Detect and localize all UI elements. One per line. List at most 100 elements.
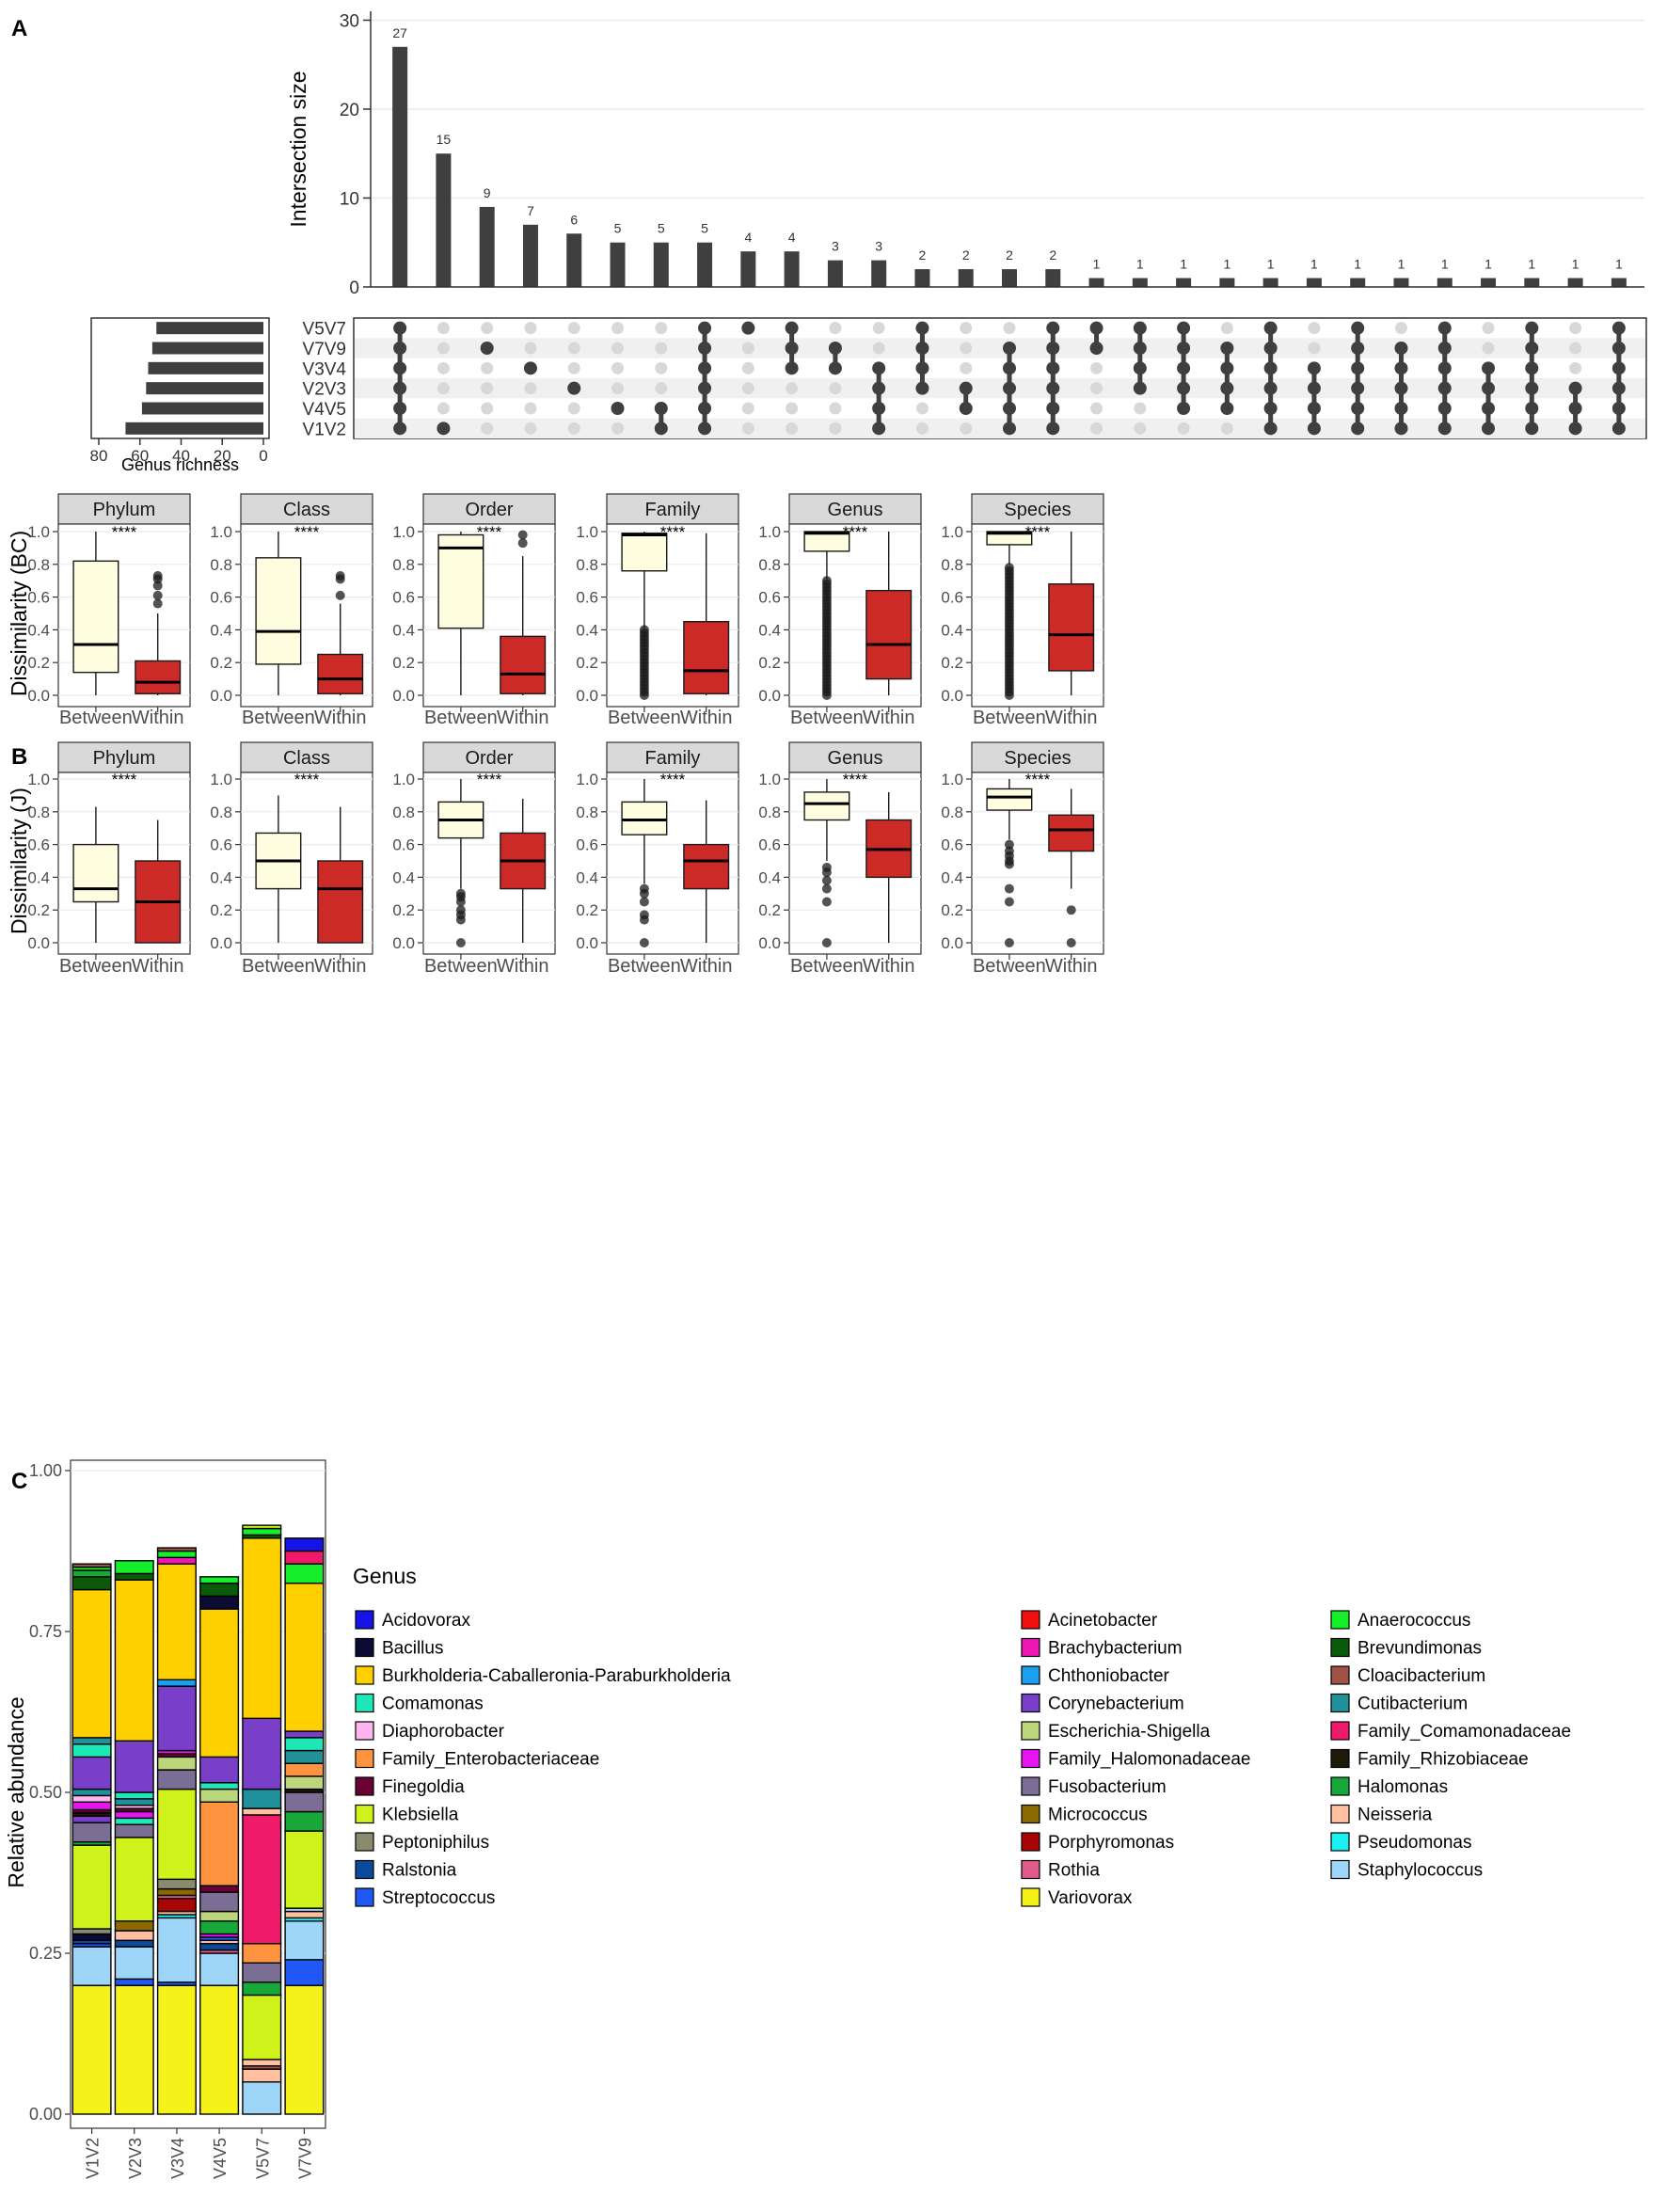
legend-label: Klebsiella: [382, 1806, 459, 1825]
matrix-dot-filled: [1482, 402, 1496, 415]
set-size-bar: [148, 361, 263, 374]
set-name-label: V7V9: [303, 340, 346, 359]
tick-label-y: 1.0: [392, 771, 415, 788]
tick-label-y: 0.2: [392, 901, 415, 919]
matrix-dot-empty: [960, 342, 973, 355]
tick-label-y: 0.4: [758, 621, 781, 639]
outlier-point: [152, 598, 163, 609]
bar-value-label: 1: [1267, 257, 1275, 272]
set-size-frame: [90, 317, 270, 439]
outlier-point: [1004, 563, 1014, 573]
facet-title: Phylum: [93, 748, 156, 769]
intersection-bar: [1045, 269, 1061, 287]
bar-segment: [199, 1608, 240, 1758]
matrix-dot-filled: [1482, 361, 1496, 375]
matrix-dot-filled: [1046, 321, 1060, 335]
bar-segment: [71, 1737, 112, 1745]
facet-title: Species: [1004, 748, 1071, 769]
matrix-dot-filled: [1611, 321, 1626, 335]
matrix-dot-filled: [828, 342, 842, 355]
facet-strip: [971, 493, 1104, 525]
bar-segment: [284, 1959, 325, 1986]
matrix-dot-filled: [828, 361, 842, 375]
box: [1048, 814, 1095, 852]
tick-label-y: 0.8: [576, 804, 598, 821]
tick-label-y: 0.2: [392, 654, 415, 672]
tick-label-x: Between: [608, 956, 681, 977]
legend-swatch: [355, 1665, 374, 1685]
tick-label-y: 0.4: [941, 621, 963, 639]
tick-label-y: 0.4: [576, 868, 598, 886]
legend-label: Staphylococcus: [1357, 1861, 1483, 1881]
matrix-dot-empty: [1090, 422, 1103, 435]
facet-strip: [57, 493, 191, 525]
legend-label: Corynebacterium: [1048, 1695, 1184, 1714]
matrix-dot-filled: [698, 342, 712, 355]
matrix-dot-empty: [611, 322, 625, 335]
matrix-dot-empty: [437, 322, 450, 335]
matrix-dot-empty: [1003, 322, 1016, 335]
legend-label: Cutibacterium: [1357, 1695, 1468, 1714]
matrix-dot-filled: [1568, 381, 1582, 395]
intersection-bar: [1350, 278, 1366, 287]
matrix-dot-filled: [1133, 361, 1147, 375]
tick-label-y: 0.2: [576, 901, 598, 919]
intersection-bar: [784, 251, 800, 287]
dissimilarity-boxplots: Dissimilarity (BC) Dissimilarity (J) Phylu…: [7, 493, 1104, 977]
bar-segment: [199, 1595, 240, 1610]
bar-value-label: 1: [1093, 257, 1101, 272]
tick-label-y: 0.6: [576, 836, 598, 854]
set-size-bar: [146, 382, 263, 395]
matrix-dot-filled: [1611, 342, 1626, 355]
matrix-dot-empty: [1308, 322, 1321, 335]
facet-strip: [240, 741, 373, 773]
matrix-dot-filled: [1351, 402, 1365, 415]
bar-value-label: 9: [484, 185, 491, 200]
matrix-dot-filled: [1351, 422, 1365, 436]
tick-label-x: Within: [314, 956, 367, 977]
matrix-dot-filled: [698, 381, 712, 395]
tick-label-x: Within: [497, 708, 549, 728]
matrix-dot-filled: [915, 342, 929, 355]
bar-segment: [284, 1762, 325, 1777]
tick-label-x: V1V2: [84, 2138, 103, 2179]
tick-label-x: Between: [242, 956, 315, 977]
intersection-bar: [1219, 278, 1235, 287]
legend-label: Chthoniobacter: [1048, 1666, 1170, 1686]
y-axis-title: Intersection size: [286, 71, 310, 227]
matrix-dot-filled: [1177, 321, 1191, 335]
outlier-point: [335, 570, 345, 581]
matrix-dot-filled: [1263, 422, 1278, 436]
set-size-bar: [156, 322, 263, 335]
bar-segment: [71, 1794, 112, 1803]
matrix-dot-filled: [1133, 342, 1147, 355]
intersection-bar: [653, 242, 669, 287]
outlier-point: [1066, 905, 1076, 915]
matrix-dot-empty: [611, 422, 625, 435]
intersection-bar: [1306, 278, 1322, 287]
bar-value-label: 7: [527, 203, 534, 218]
facet-strip: [971, 741, 1104, 773]
outlier-point: [335, 590, 345, 600]
outlier-point: [455, 888, 466, 899]
matrix-dot-filled: [1394, 361, 1408, 375]
box: [317, 653, 364, 694]
tick-label-y: 0.0: [392, 687, 415, 705]
tick-label-y: 0.6: [210, 589, 232, 607]
tick-label-y: 0.6: [210, 836, 232, 854]
tick-label-y: 1.0: [210, 523, 232, 541]
matrix-dot-filled: [1351, 361, 1365, 375]
bar-segment: [71, 1844, 112, 1930]
tick-label-y: 0.0: [758, 934, 781, 952]
matrix-dot-empty: [872, 342, 885, 355]
bar-segment: [156, 1556, 197, 1565]
bar-segment: [242, 1994, 282, 2061]
legend-swatch: [1021, 1637, 1040, 1658]
matrix-dot-empty: [524, 382, 537, 395]
matrix-dot-empty: [611, 361, 625, 374]
tick-label-y: 1.0: [941, 771, 963, 788]
matrix-dot-empty: [786, 382, 799, 395]
tick-label-y: 1.0: [758, 523, 781, 541]
matrix-dot-filled: [1177, 361, 1191, 375]
bar-segment: [71, 1588, 112, 1739]
